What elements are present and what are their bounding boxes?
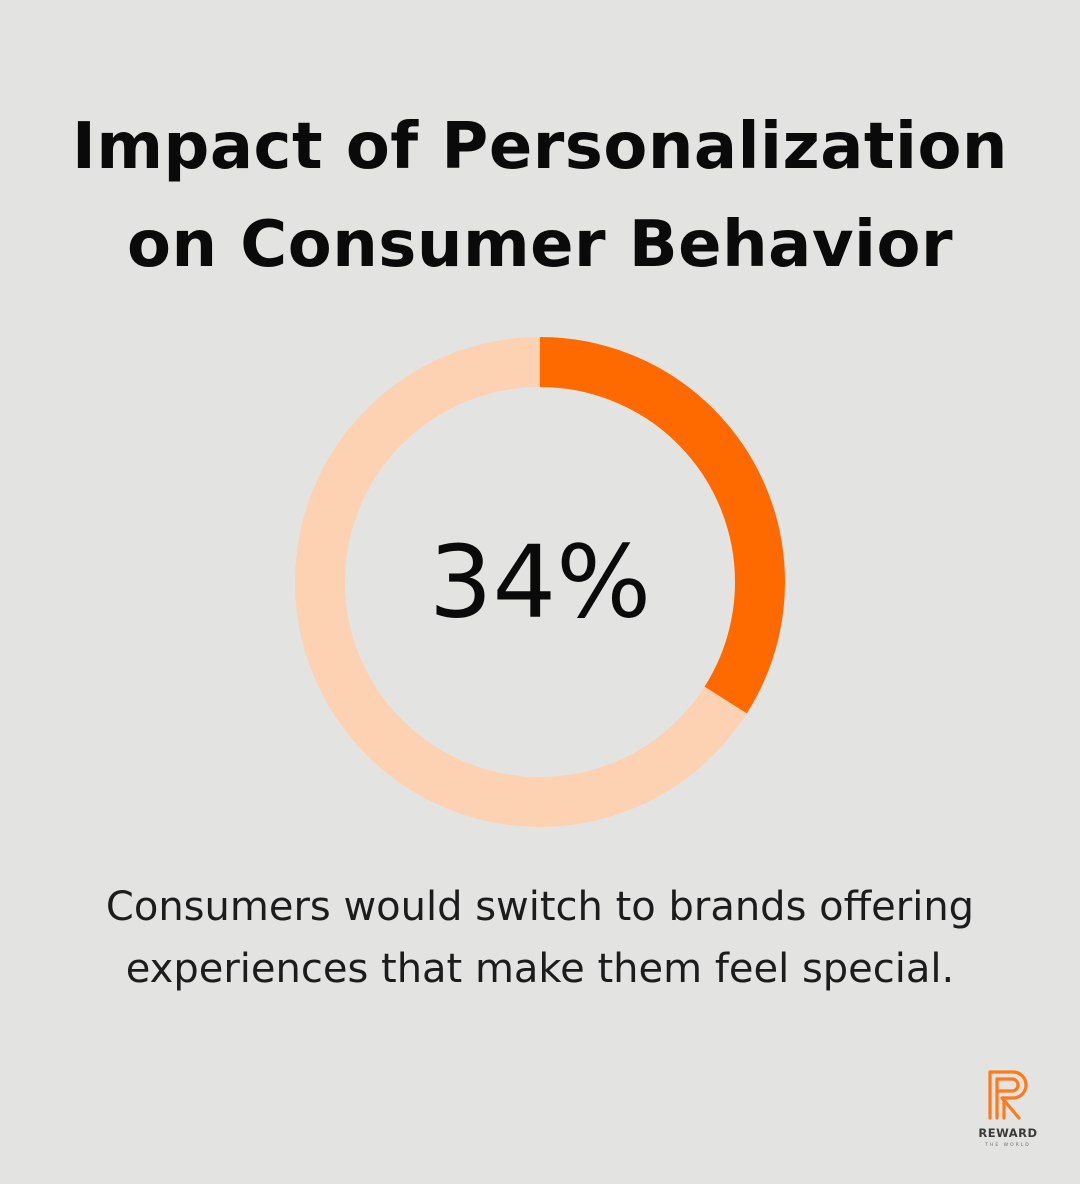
title-line-2: on Consumer Behavior [126,208,954,282]
logo-tagline: THE WORLD [984,1142,1031,1148]
r-monogram-icon [988,1070,1028,1120]
infographic-title: Impact of Personalization on Consumer Be… [0,98,1080,294]
stat-caption: Consumers would switch to brands offerin… [40,876,1040,1000]
donut-center-label: 34% [429,524,651,641]
caption-line-1: Consumers would switch to brands offerin… [105,884,975,930]
donut-chart: 34% [295,337,785,827]
logo-wordmark: REWARD [978,1126,1037,1140]
donut-value-slice [295,337,785,827]
reward-the-world-logo: REWARD THE WORLD [978,1070,1037,1148]
caption-line-2: experiences that make them feel special. [125,946,955,992]
title-line-1: Impact of Personalization [72,110,1008,184]
